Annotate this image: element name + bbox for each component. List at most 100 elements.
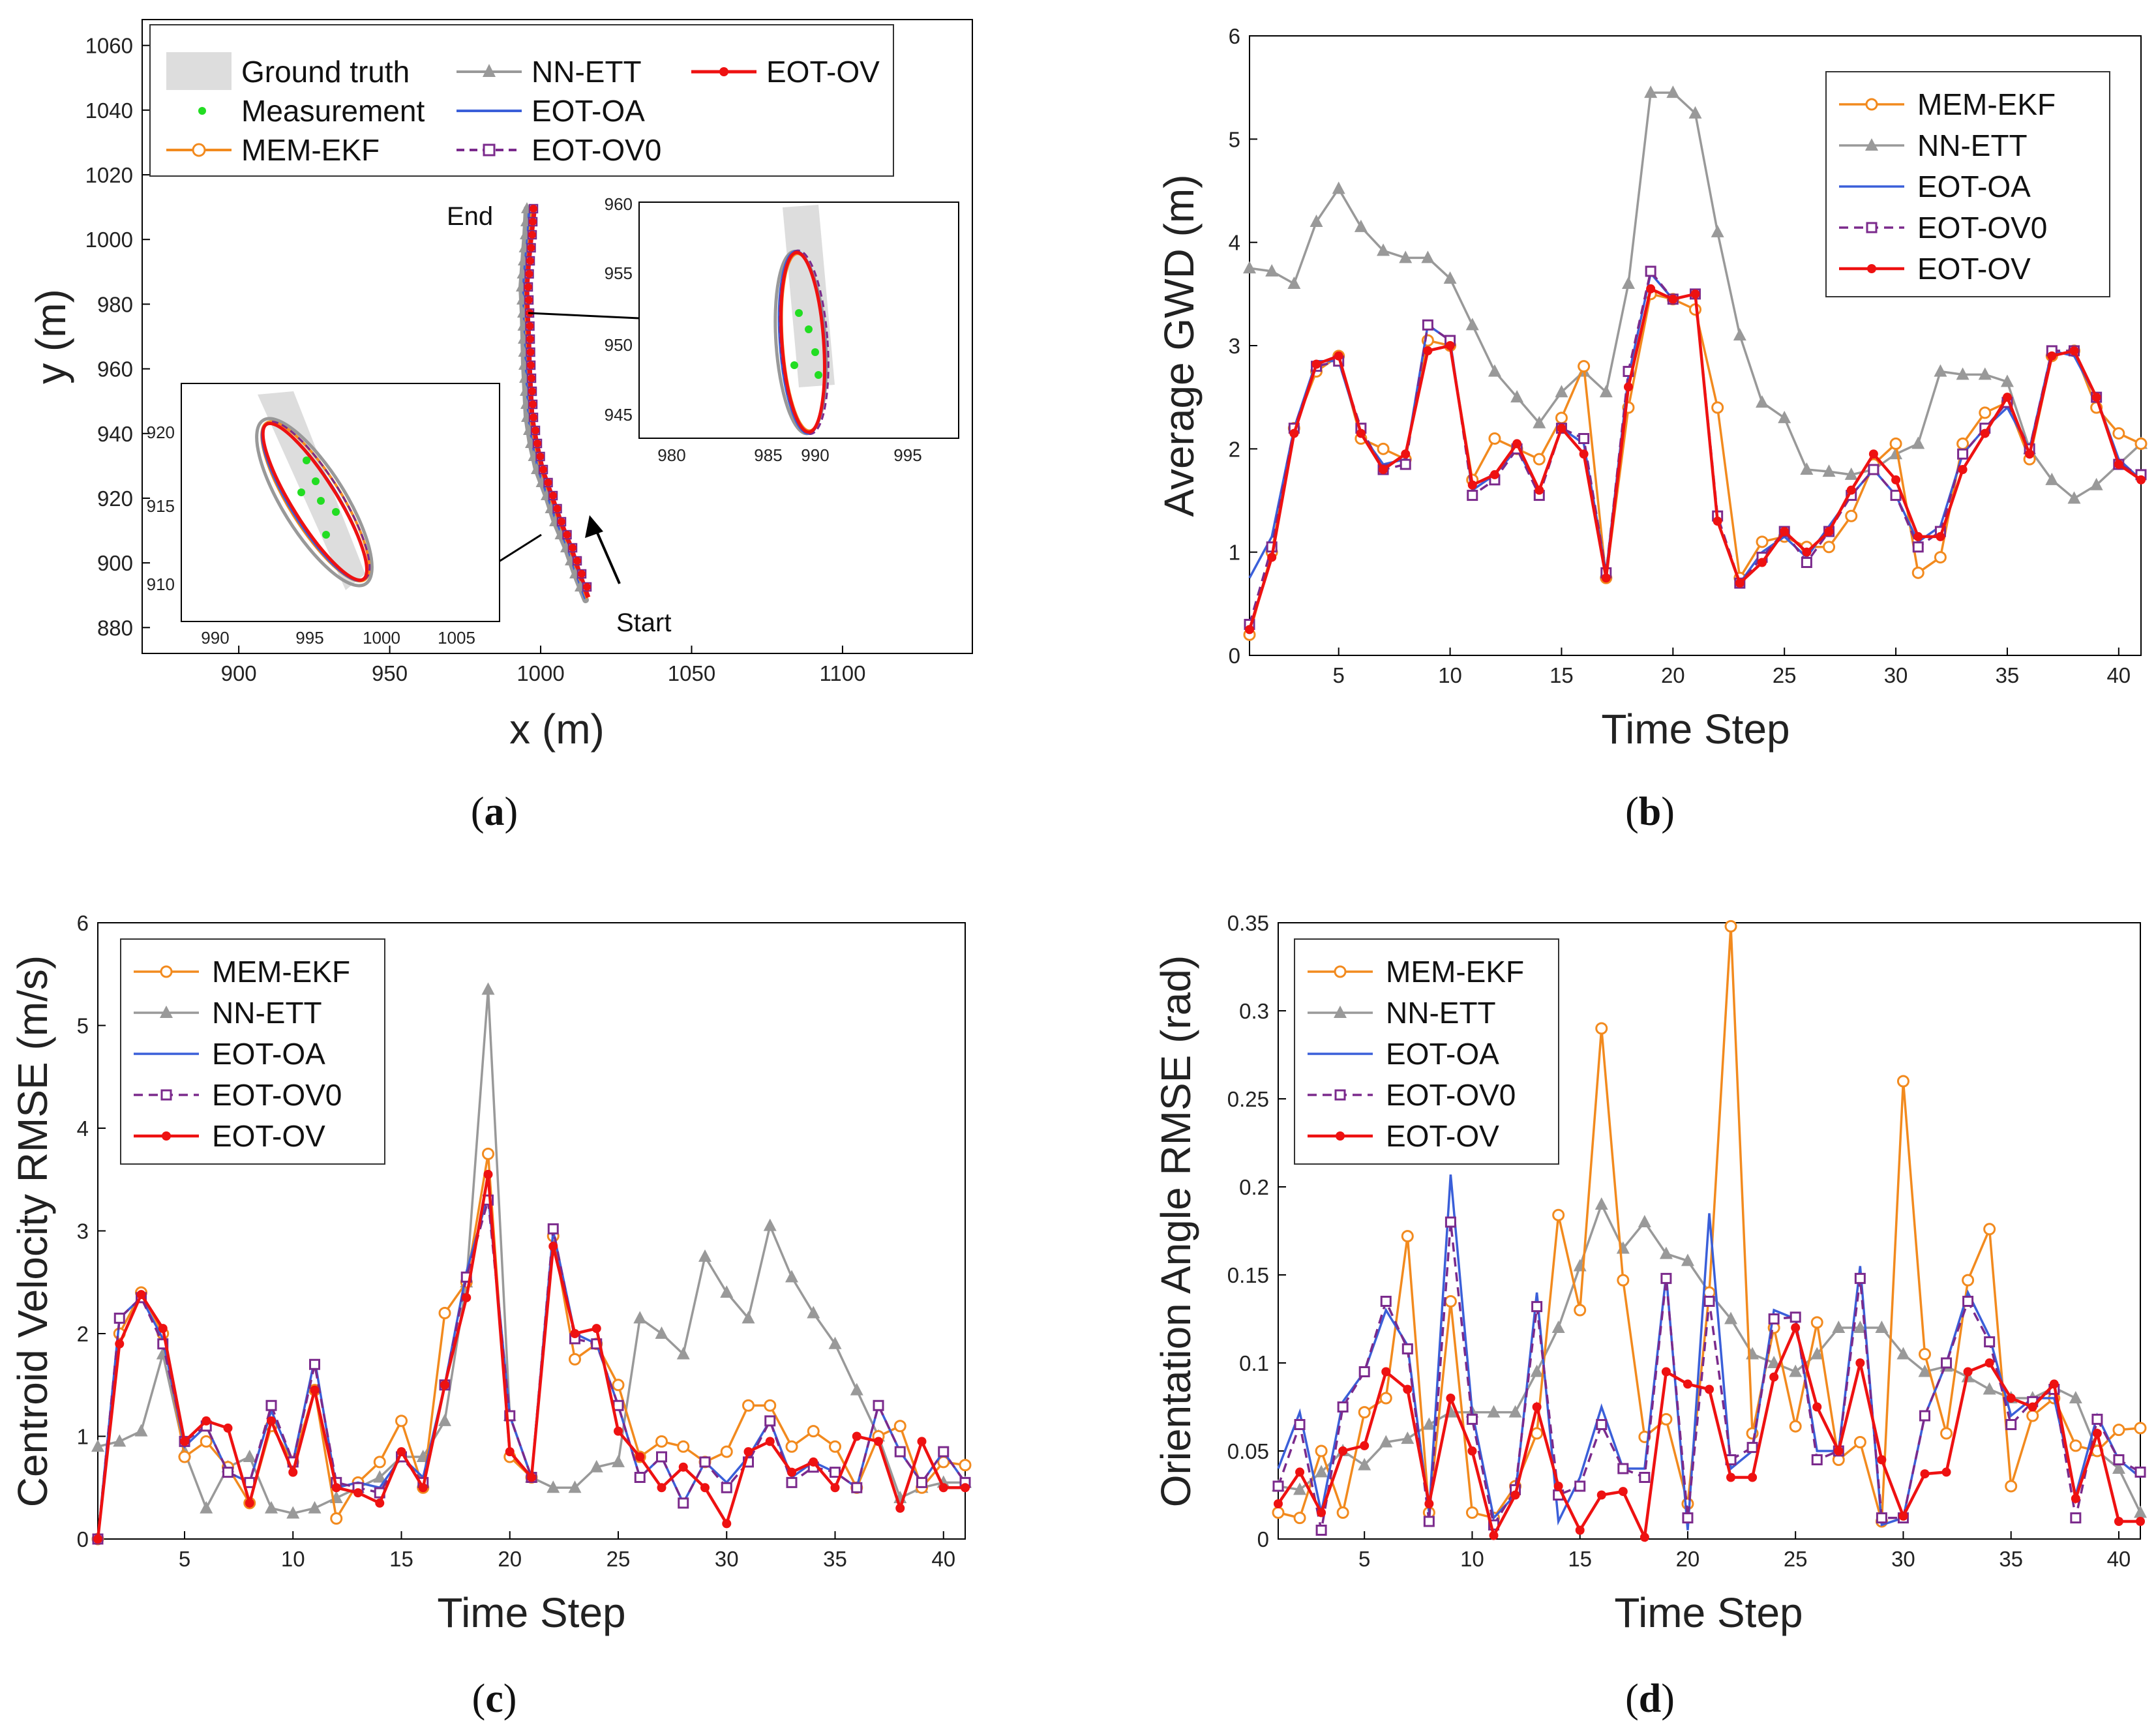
trajectory-marker-eot-ov <box>549 492 557 500</box>
point-eot-ov <box>2136 1517 2145 1526</box>
point-eot-ov0 <box>265 1399 277 1411</box>
trajectory-marker-eot-ov <box>526 257 534 265</box>
point-eot-ov <box>1963 1367 1973 1377</box>
point-eot-ov <box>1267 552 1277 562</box>
point-nn-ett <box>373 1470 387 1483</box>
point-eot-ov0 <box>1531 1301 1543 1313</box>
point-nn-ett <box>1287 277 1301 289</box>
point-eot-ov0 <box>222 1467 233 1478</box>
point-eot-ov <box>1639 1532 1649 1542</box>
point-eot-ov <box>1295 1467 1305 1477</box>
trajectory-marker-eot-ov <box>529 400 537 408</box>
lower-inset-connector <box>496 533 542 564</box>
trajectory-marker-eot-ov <box>528 387 536 395</box>
trajectory-marker-eot-ov <box>544 479 552 486</box>
legend-label-eot-ov: EOT-OV <box>1386 1119 1499 1153</box>
panel-d-x-label: Time Step <box>1614 1589 1803 1636</box>
x-tick-label: 5 <box>1333 663 1345 687</box>
panel-d-legend: MEM-EKF NN-ETT EOT-OA EOT-OV0 EOT-OV <box>1294 938 1559 1165</box>
point-eot-ov0 <box>656 1451 667 1463</box>
point-eot-ov <box>267 1416 276 1426</box>
point-eot-ov <box>1824 527 1834 536</box>
inset-upper-ticks: 980 985 990 995 945 950 955 960 <box>605 194 922 465</box>
point-nn-ett <box>1918 1364 1932 1377</box>
svg-text:910: 910 <box>147 575 175 594</box>
trajectory-marker-eot-ov <box>524 283 532 291</box>
point-nn-ett <box>1487 1405 1501 1418</box>
x-tick-label: 30 <box>715 1547 739 1571</box>
y-tick-label: 3 <box>77 1219 89 1244</box>
legend-nn-ett: NN-ETT <box>532 55 642 89</box>
point-nn-ett <box>308 1501 322 1514</box>
y-tick-label: 1040 <box>85 98 133 123</box>
point-eot-ov <box>722 1519 732 1529</box>
point-eot-ov0 <box>1337 1401 1349 1413</box>
panel-a-legend: Ground truth Measurement MEM-EKF NN-ETT … <box>149 24 894 177</box>
point-eot-ov <box>1891 475 1901 485</box>
legend-label-eot-ov0: EOT-OV0 <box>1386 1078 1516 1112</box>
point-eot-ov <box>483 1169 493 1179</box>
point-nn-ett <box>2089 477 2103 490</box>
point-nn-ett <box>1399 250 1413 263</box>
panel-c-legend: MEM-EKF NN-ETT EOT-OA EOT-OV0 EOT-OV <box>120 938 385 1165</box>
y-tick-label: 0.25 <box>1227 1087 1269 1111</box>
point-eot-ov0 <box>678 1497 689 1509</box>
point-eot-ov <box>1360 1441 1370 1450</box>
point-nn-ett <box>568 1480 582 1493</box>
point-mem-ekf <box>1336 1506 1349 1519</box>
start-arrow <box>593 526 621 584</box>
point-mem-ekf <box>1552 1208 1565 1221</box>
trajectory-marker-eot-ov <box>573 557 581 565</box>
point-eot-ov0 <box>1962 1296 1974 1307</box>
point-mem-ekf <box>1756 535 1769 548</box>
point-eot-ov <box>1274 1499 1283 1508</box>
point-eot-ov <box>700 1483 710 1493</box>
legend-eot-ov0: EOT-OV0 <box>532 133 661 167</box>
point-eot-ov0 <box>699 1456 711 1468</box>
point-eot-ov <box>1623 382 1633 392</box>
point-eot-ov0 <box>1645 265 1656 277</box>
svg-text:950: 950 <box>605 335 633 355</box>
point-eot-ov <box>591 1324 601 1334</box>
point-eot-ov0 <box>113 1312 125 1324</box>
inset-upper-measurements <box>790 309 822 379</box>
point-nn-ett <box>1533 415 1546 428</box>
legend-label-eot-oa: EOT-OA <box>1917 170 2031 203</box>
point-mem-ekf <box>1533 453 1546 466</box>
point-nn-ett <box>590 1459 603 1472</box>
legend-marker-eot-ov <box>162 1131 171 1141</box>
point-eot-ov <box>2028 1402 2037 1412</box>
x-tick-label: 5 <box>179 1547 190 1571</box>
point-eot-ov0 <box>1358 1366 1370 1377</box>
point-nn-ett <box>1733 328 1746 341</box>
point-eot-ov0 <box>1466 1413 1478 1425</box>
point-mem-ekf <box>2112 427 2125 440</box>
point-eot-ov0 <box>1401 1343 1413 1354</box>
point-eot-ov <box>1920 1469 1930 1479</box>
point-mem-ekf <box>1595 1022 1608 1035</box>
point-mem-ekf <box>1711 401 1724 414</box>
point-mem-ekf <box>1574 1304 1587 1317</box>
svg-text:955: 955 <box>605 263 633 283</box>
point-eot-ov <box>809 1457 818 1467</box>
point-eot-ov <box>2071 1493 2080 1503</box>
point-eot-ov <box>1596 1490 1606 1500</box>
legend-label-mem-ekf: MEM-EKF <box>1386 955 1524 989</box>
point-mem-ekf <box>1983 1223 1996 1236</box>
x-tick-label: 20 <box>1676 1547 1700 1571</box>
point-nn-ett <box>1354 219 1368 232</box>
point-eot-ov0 <box>1380 1296 1392 1307</box>
point-mem-ekf <box>1889 437 1902 450</box>
y-tick-label: 1 <box>77 1425 89 1449</box>
point-eot-ov <box>787 1467 796 1477</box>
inset-lower-measurements <box>297 456 340 539</box>
point-eot-ov <box>2114 1517 2123 1526</box>
point-eot-ov <box>1579 449 1589 459</box>
point-mem-ekf <box>1488 432 1501 445</box>
point-mem-ekf <box>2026 1409 2039 1422</box>
y-tick-label: 0 <box>1257 1527 1269 1551</box>
point-eot-ov0 <box>1801 557 1812 568</box>
point-nn-ett <box>1530 1364 1544 1377</box>
y-tick-label: 1 <box>1229 541 1240 565</box>
point-mem-ekf <box>959 1459 972 1472</box>
